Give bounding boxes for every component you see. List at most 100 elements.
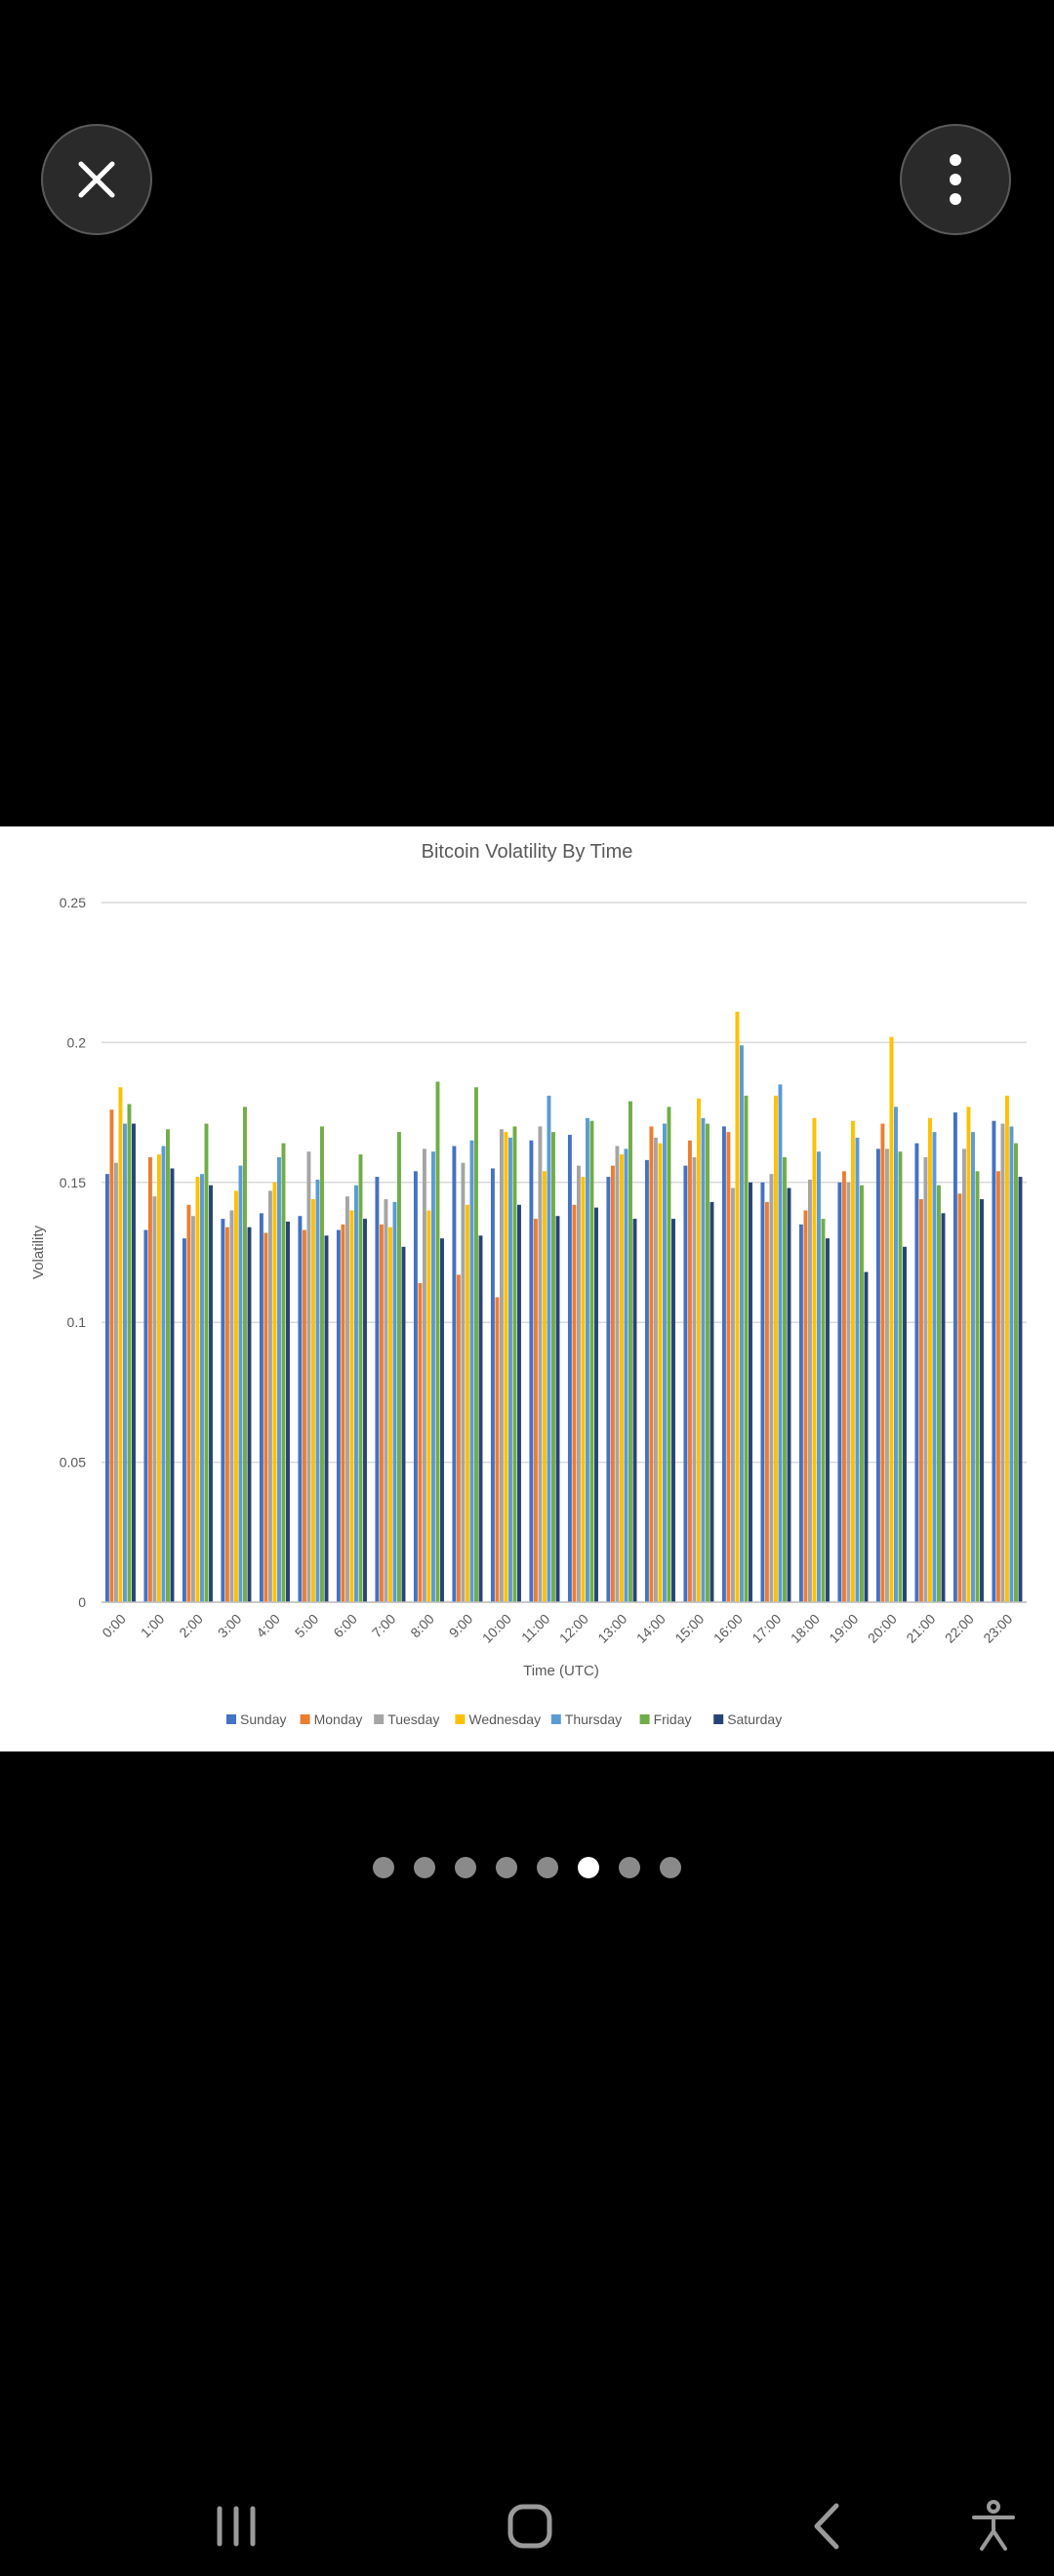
bar	[1009, 1126, 1014, 1602]
bar	[170, 1168, 175, 1602]
chart-title: Bitcoin Volatility By Time	[422, 841, 633, 863]
page-dot[interactable]	[537, 1857, 558, 1878]
bar	[914, 1143, 919, 1602]
legend-label: Wednesday	[468, 1711, 541, 1727]
x-tick-label: 6:00	[330, 1611, 360, 1641]
close-button[interactable]	[41, 124, 152, 235]
y-tick-label: 0.1	[67, 1314, 87, 1330]
bar	[941, 1213, 946, 1602]
system-navigation-bar	[0, 2469, 1054, 2576]
bar	[508, 1137, 512, 1602]
bar	[238, 1165, 243, 1602]
bar	[310, 1199, 315, 1602]
page-dot[interactable]	[496, 1857, 517, 1878]
bar	[837, 1182, 842, 1602]
bar	[281, 1143, 286, 1602]
bar	[397, 1132, 401, 1602]
bar	[422, 1148, 426, 1602]
chart-image[interactable]: Bitcoin Volatility By Time 0 0.05 0.1 0.15 0.…	[0, 826, 1054, 1751]
bar	[706, 1123, 709, 1602]
bar	[880, 1123, 885, 1602]
legend-label: Friday	[654, 1711, 692, 1727]
bar	[841, 1171, 846, 1602]
x-tick-label: 3:00	[215, 1611, 245, 1641]
page-dot[interactable]	[455, 1857, 476, 1878]
legend-label: Thursday	[565, 1711, 622, 1727]
more-vertical-icon	[950, 154, 961, 205]
bar	[147, 1156, 152, 1602]
x-tick-label: 14:00	[633, 1611, 669, 1646]
bar	[589, 1120, 594, 1602]
x-tick-label: 17:00	[749, 1611, 784, 1646]
x-tick-label: 2:00	[176, 1611, 206, 1641]
x-tick-label: 5:00	[292, 1611, 322, 1641]
page-dot[interactable]	[660, 1857, 681, 1878]
bar	[465, 1204, 469, 1602]
page-dot-active[interactable]	[578, 1857, 599, 1878]
bar	[884, 1148, 889, 1602]
bar	[671, 1219, 675, 1602]
bar	[555, 1216, 560, 1602]
bar	[354, 1185, 358, 1602]
bar	[864, 1271, 869, 1602]
bar	[961, 1148, 966, 1602]
y-tick-label: 0	[78, 1594, 86, 1610]
recent-apps-button[interactable]	[197, 2492, 275, 2560]
bar	[431, 1151, 435, 1602]
home-button[interactable]	[491, 2492, 569, 2560]
bar	[803, 1210, 808, 1602]
bar	[740, 1045, 744, 1602]
bar	[499, 1129, 504, 1602]
bar	[1014, 1143, 1018, 1602]
x-tick-label: 13:00	[594, 1611, 629, 1646]
x-tick-label: 9:00	[446, 1611, 476, 1641]
y-tick-label: 0.2	[67, 1034, 87, 1050]
bar	[182, 1238, 186, 1602]
bar	[302, 1229, 306, 1602]
accessibility-button[interactable]	[954, 2492, 1033, 2560]
bar	[826, 1238, 830, 1602]
page-dot[interactable]	[619, 1857, 640, 1878]
bar	[726, 1132, 731, 1602]
bar	[127, 1104, 132, 1602]
legend-swatch	[374, 1714, 385, 1724]
bar	[298, 1216, 303, 1602]
bar	[375, 1177, 380, 1602]
page-dot[interactable]	[373, 1857, 394, 1878]
bar	[104, 1174, 109, 1602]
bar	[152, 1196, 157, 1602]
y-tick-label: 0.05	[60, 1455, 86, 1470]
legend-label: Tuesday	[387, 1711, 439, 1727]
y-axis-label: Volatility	[30, 1225, 47, 1279]
back-button[interactable]	[788, 2492, 866, 2560]
bar	[889, 1036, 894, 1602]
bar	[547, 1095, 551, 1602]
legend-swatch	[550, 1714, 561, 1724]
bar	[653, 1137, 658, 1602]
bar	[594, 1207, 598, 1602]
page-dot[interactable]	[414, 1857, 435, 1878]
x-tick-label: 21:00	[903, 1611, 938, 1646]
bar	[606, 1177, 611, 1602]
bar	[529, 1140, 534, 1602]
bar	[687, 1140, 692, 1602]
bar	[610, 1165, 615, 1602]
bar	[798, 1224, 803, 1602]
bar	[769, 1174, 774, 1602]
accessibility-icon	[972, 2500, 1015, 2551]
bar	[576, 1165, 581, 1602]
back-icon	[814, 2503, 839, 2550]
bar	[735, 1011, 740, 1602]
bar	[992, 1120, 996, 1602]
bar	[1004, 1095, 1009, 1602]
bar	[320, 1126, 324, 1602]
bar	[787, 1187, 791, 1602]
bar	[387, 1227, 392, 1602]
x-axis-label: Time (UTC)	[523, 1663, 599, 1679]
bar	[495, 1297, 500, 1602]
bar	[667, 1107, 671, 1602]
x-tick-label: 16:00	[710, 1611, 746, 1646]
more-options-button[interactable]	[900, 124, 1011, 235]
bar	[980, 1199, 984, 1602]
bar	[586, 1117, 589, 1602]
